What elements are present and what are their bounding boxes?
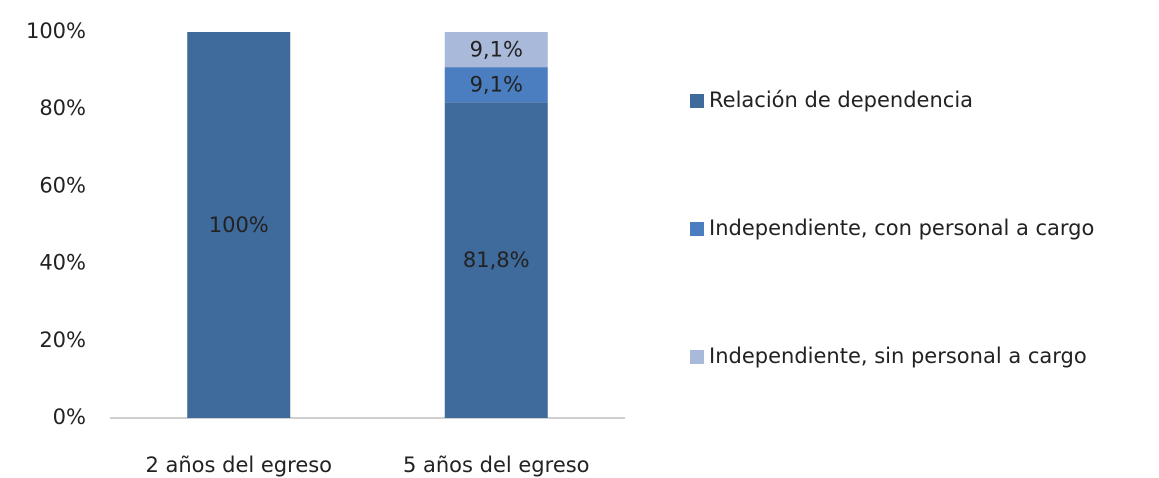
y-tick-label: 40% — [39, 251, 86, 275]
bar-segment — [444, 67, 548, 103]
data-label: 9,1% — [470, 38, 523, 62]
data-label: 100% — [209, 213, 269, 237]
x-tick-label: 5 años del egreso — [403, 453, 590, 477]
legend-label: Independiente, con personal a cargo — [709, 216, 1094, 240]
y-tick-label: 20% — [39, 328, 86, 352]
bar-segment — [444, 32, 548, 68]
bar-segment — [187, 32, 291, 418]
legend-swatch — [690, 222, 704, 236]
y-tick-label: 0% — [53, 405, 86, 429]
y-tick-label: 60% — [39, 173, 86, 197]
legend-label: Relación de dependencia — [709, 88, 973, 112]
y-tick-label: 80% — [39, 96, 86, 120]
data-label: 81,8% — [463, 248, 530, 272]
legend-swatch — [690, 350, 704, 364]
legend-label: Independiente, sin personal a cargo — [709, 344, 1087, 368]
data-label: 9,1% — [470, 73, 523, 97]
y-tick-label: 100% — [26, 19, 86, 43]
legend-swatch — [690, 94, 704, 108]
bar-segment — [444, 102, 548, 418]
x-tick-label: 2 años del egreso — [145, 453, 332, 477]
